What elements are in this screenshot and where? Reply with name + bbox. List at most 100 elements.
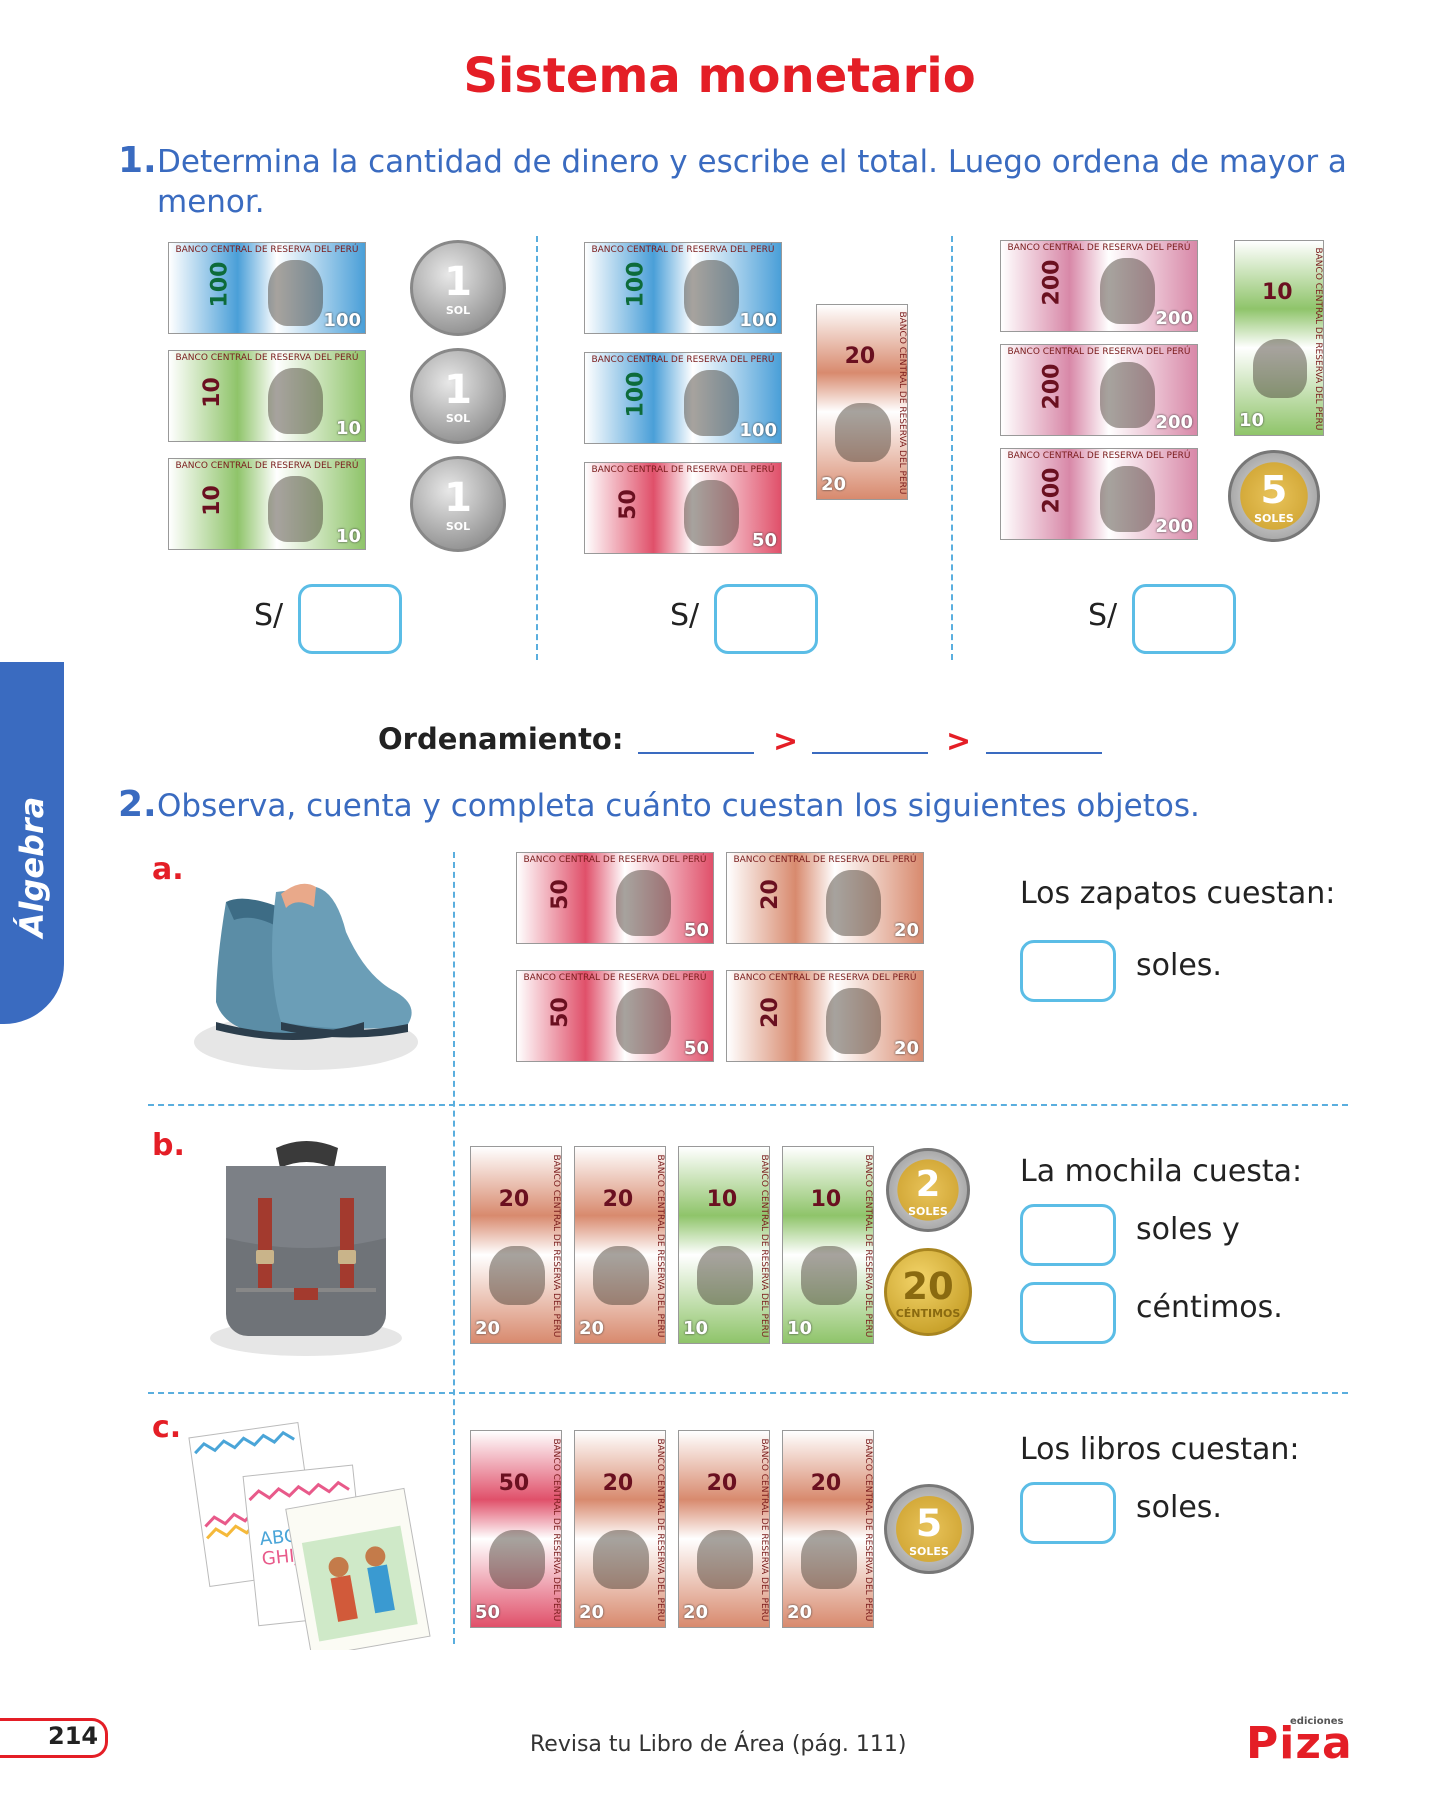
bill-portrait (801, 1530, 857, 1590)
coin-unit: SOLES (1254, 511, 1294, 525)
bill-portrait (268, 259, 324, 326)
item-b-bill-4: BANCO CENTRAL DE RESERVA DEL PERÚ 10 10 (782, 1146, 874, 1344)
item-c-bill-4: BANCO CENTRAL DE RESERVA DEL PERÚ 20 20 (782, 1430, 874, 1628)
item-a-bill-1: BANCO CENTRAL DE RESERVA DEL PERÚ 50 50 (516, 852, 714, 944)
bill-denomination: 50 (498, 1470, 530, 1496)
group-1-coin-1: 1 SOL (410, 240, 506, 336)
bill-denomination-corner: 20 (787, 1602, 813, 1623)
item-c-bill-3: BANCO CENTRAL DE RESERVA DEL PERÚ 20 20 (678, 1430, 770, 1628)
bill-denomination: 50 (547, 879, 573, 911)
bill-bank-text: BANCO CENTRAL DE RESERVA DEL PERÚ (551, 1154, 561, 1338)
bill-bank-text: BANCO CENTRAL DE RESERVA DEL PERÚ (863, 1438, 873, 1622)
bill-bank-text: BANCO CENTRAL DE RESERVA DEL PERÚ (591, 355, 775, 365)
group-3-bill-200: BANCO CENTRAL DE RESERVA DEL PERÚ 200 200 (1000, 344, 1198, 436)
item-a-bill-4: BANCO CENTRAL DE RESERVA DEL PERÚ 20 20 (726, 970, 924, 1062)
item-c-bill-2: BANCO CENTRAL DE RESERVA DEL PERÚ 20 20 (574, 1430, 666, 1628)
coin-value: 5 (915, 1501, 943, 1546)
coin-unit: SOL (445, 412, 471, 426)
question-2-text: Observa, cuenta y completa cuánto cuesta… (157, 788, 1200, 824)
group-1-coin-1: 1 SOL (410, 348, 506, 444)
bill-denomination-corner: 10 (683, 1318, 709, 1339)
bill-bank-text: BANCO CENTRAL DE RESERVA DEL PERÚ (863, 1154, 873, 1338)
question-1-number: 1. (118, 140, 157, 181)
bill-bank-text: BANCO CENTRAL DE RESERVA DEL PERÚ (1313, 247, 1323, 431)
item-b-bill-1: BANCO CENTRAL DE RESERVA DEL PERÚ 20 20 (470, 1146, 562, 1344)
bill-denomination: 20 (844, 344, 876, 370)
item-b-unit-centimos: céntimos. (1136, 1290, 1283, 1325)
bill-denomination-corner: 50 (751, 530, 777, 551)
item-a-bill-3: BANCO CENTRAL DE RESERVA DEL PERÚ 50 50 (516, 970, 714, 1062)
bill-bank-text: BANCO CENTRAL DE RESERVA DEL PERÚ (175, 461, 359, 471)
brand-logo: Piza (1246, 1718, 1353, 1769)
item-b-bill-2: BANCO CENTRAL DE RESERVA DEL PERÚ 20 20 (574, 1146, 666, 1344)
bill-portrait (826, 987, 882, 1054)
item-a-soles-input[interactable] (1020, 940, 1116, 1002)
bill-portrait (826, 869, 882, 936)
bill-denomination-corner: 10 (787, 1318, 813, 1339)
group-2-bill-50: BANCO CENTRAL DE RESERVA DEL PERÚ 50 50 (584, 462, 782, 554)
total-input-1[interactable] (298, 584, 402, 654)
bill-denomination-corner: 100 (739, 420, 777, 441)
bill-denomination: 100 (207, 261, 233, 308)
bill-denomination: 100 (623, 371, 649, 418)
coin-value: 1 (443, 366, 473, 414)
bill-denomination: 10 (199, 377, 225, 409)
currency-label-2: S/ (670, 598, 700, 633)
bill-bank-text: BANCO CENTRAL DE RESERVA DEL PERÚ (523, 973, 707, 983)
coin-unit: SOL (445, 304, 471, 318)
group-2-bill-100: BANCO CENTRAL DE RESERVA DEL PERÚ 100 100 (584, 242, 782, 334)
bill-denomination-corner: 200 (1155, 516, 1193, 537)
currency-label-3: S/ (1088, 598, 1118, 633)
bill-denomination: 20 (602, 1186, 634, 1212)
brand-small: ediciones (1290, 1716, 1344, 1727)
bill-bank-text: BANCO CENTRAL DE RESERVA DEL PERÚ (1007, 243, 1191, 253)
greater-than-1: > (773, 724, 799, 759)
item-c-soles-input[interactable] (1020, 1482, 1116, 1544)
ordering-blank-2[interactable] (812, 752, 928, 754)
ordering-blank-1[interactable] (638, 752, 754, 754)
bill-denomination-corner: 20 (579, 1602, 605, 1623)
bill-portrait (697, 1246, 753, 1306)
bill-denomination: 20 (757, 997, 783, 1029)
question-2-number: 2. (118, 784, 157, 825)
page-number: 214 (48, 1722, 99, 1750)
bill-bank-text: BANCO CENTRAL DE RESERVA DEL PERÚ (759, 1154, 769, 1338)
bill-portrait (801, 1246, 857, 1306)
bill-portrait (1100, 465, 1156, 532)
total-input-3[interactable] (1132, 584, 1236, 654)
bill-portrait (593, 1530, 649, 1590)
page-title: Sistema monetario (463, 48, 976, 104)
bill-denomination-corner: 20 (821, 474, 847, 495)
ordering-blank-3[interactable] (986, 752, 1102, 754)
total-input-2[interactable] (714, 584, 818, 654)
bill-denomination: 200 (1039, 259, 1065, 306)
item-b-centimos-input[interactable] (1020, 1282, 1116, 1344)
footer-note: Revisa tu Libro de Área (pág. 111) (530, 1732, 907, 1757)
item-c-unit: soles. (1136, 1490, 1222, 1525)
bill-denomination: 20 (602, 1470, 634, 1496)
bill-portrait (684, 479, 740, 546)
page-number-box (0, 1718, 108, 1758)
bill-denomination: 20 (498, 1186, 530, 1212)
bill-denomination-corner: 10 (335, 418, 361, 439)
bill-denomination-corner: 20 (579, 1318, 605, 1339)
bill-portrait (684, 369, 740, 436)
bill-denomination-corner: 200 (1155, 412, 1193, 433)
bill-denomination: 20 (757, 879, 783, 911)
item-a-bill-2: BANCO CENTRAL DE RESERVA DEL PERÚ 20 20 (726, 852, 924, 944)
item-b-letter: b. (152, 1128, 185, 1163)
item-b-soles-input[interactable] (1020, 1204, 1116, 1266)
bill-bank-text: BANCO CENTRAL DE RESERVA DEL PERÚ (523, 855, 707, 865)
item-a-unit: soles. (1136, 948, 1222, 983)
item-c-coin-5-soles: 5 SOLES (884, 1484, 974, 1574)
bill-portrait (835, 403, 891, 462)
group-3-bill-200: BANCO CENTRAL DE RESERVA DEL PERÚ 200 200 (1000, 240, 1198, 332)
group-1-coin-1: 1 SOL (410, 456, 506, 552)
bill-denomination: 100 (623, 261, 649, 308)
bill-portrait (489, 1530, 545, 1590)
bill-bank-text: BANCO CENTRAL DE RESERVA DEL PERÚ (1007, 347, 1191, 357)
bill-denomination: 10 (706, 1186, 738, 1212)
shoes-image (194, 883, 418, 1070)
bill-denomination-corner: 50 (475, 1602, 501, 1623)
bill-bank-text: BANCO CENTRAL DE RESERVA DEL PERÚ (175, 245, 359, 255)
